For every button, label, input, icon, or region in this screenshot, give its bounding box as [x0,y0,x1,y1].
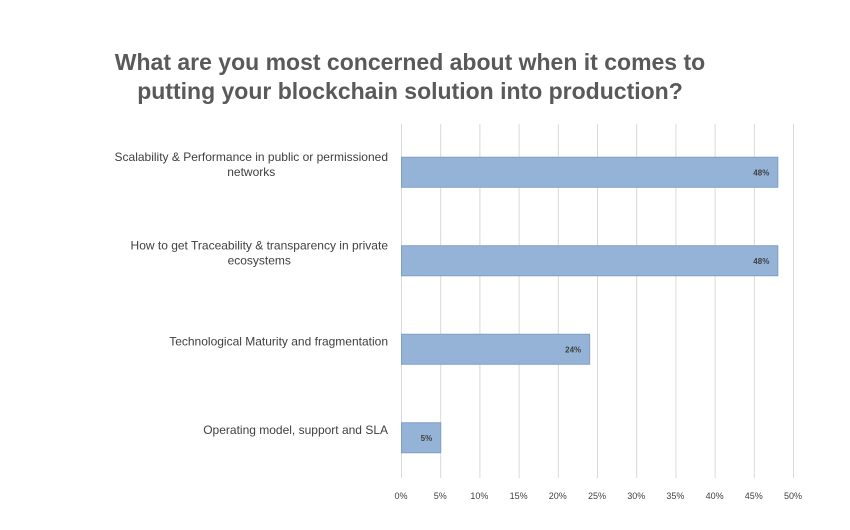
bar-0 [401,156,779,188]
bar-1 [401,245,779,277]
x-tick-label-8: 40% [706,491,724,501]
category-label-1-0: How to get Traceability & transparency i… [131,238,389,252]
x-tick-label-3: 15% [510,491,528,501]
chart-title-line-1: What are you most concerned about when i… [114,49,706,75]
data-label-2: 24% [565,345,581,354]
data-label-3: 5% [421,434,433,443]
data-label-0: 48% [753,168,769,177]
chart-title-line-2: putting your blockchain solution into pr… [137,78,683,104]
x-tick-label-2: 10% [470,491,488,501]
x-tick-label-5: 25% [588,491,606,501]
x-tick-label-10: 50% [784,491,802,501]
category-label-3-0: Operating model, support and SLA [203,423,388,437]
bar-3 [401,422,442,454]
x-tick-label-6: 30% [627,491,645,501]
category-label-2-0: Technological Maturity and fragmentation [169,334,388,348]
x-tick-label-0: 0% [394,491,407,501]
x-tick-label-1: 5% [434,491,447,501]
category-label-0-1: networks [227,165,275,179]
data-label-1: 48% [753,257,769,266]
category-label-0-0: Scalability & Performance in public or p… [115,150,388,164]
x-tick-label-9: 45% [745,491,763,501]
bar-2 [401,333,591,365]
x-tick-label-7: 35% [666,491,684,501]
chart-title: What are you most concerned about when i… [0,48,820,106]
x-tick-label-4: 20% [549,491,567,501]
category-label-1-1: ecosystems [228,253,291,267]
